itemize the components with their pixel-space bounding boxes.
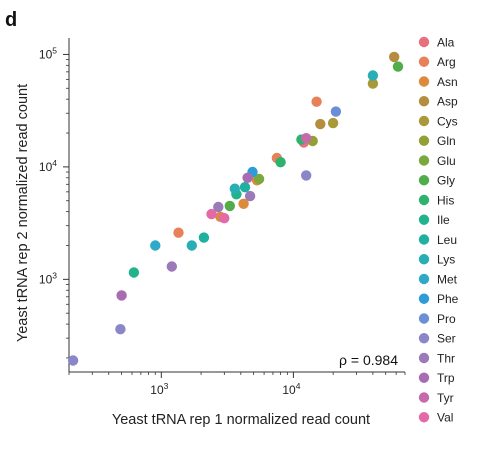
- legend-marker-val: [418, 412, 430, 423]
- point-val: [206, 208, 217, 220]
- legend-marker-ser: [418, 333, 430, 344]
- legend-marker-leu: [418, 234, 430, 245]
- legend-marker-tyr: [418, 392, 430, 403]
- legend-marker-pro: [418, 313, 430, 324]
- legend-marker-asn: [418, 76, 430, 87]
- legend-label-pro: Pro: [437, 312, 456, 326]
- legend-label-val: Val: [437, 411, 453, 425]
- point-pro: [330, 106, 342, 117]
- legend-label-trp: Trp: [437, 371, 455, 385]
- legend-label-asp: Asp: [437, 95, 458, 109]
- y-tick-label: 104: [39, 158, 57, 174]
- point-lys: [229, 183, 240, 194]
- legend-label-phe: Phe: [437, 292, 459, 306]
- legend-marker-lys: [418, 254, 430, 265]
- point-arg: [311, 96, 322, 107]
- point-glu: [253, 173, 265, 185]
- point-thr: [244, 190, 256, 202]
- legend-label-ala: Ala: [437, 35, 455, 49]
- legend-label-met: Met: [437, 272, 458, 286]
- data-points: [67, 51, 404, 366]
- point-leu: [198, 232, 210, 243]
- point-met: [150, 240, 161, 251]
- point-thr: [166, 261, 177, 272]
- x-axis-label: Yeast tRNA rep 1 normalized read count: [112, 412, 370, 428]
- legend-label-lys: Lys: [437, 253, 455, 267]
- point-asp: [315, 118, 326, 130]
- point-ser: [301, 170, 312, 181]
- legend-marker-asp: [418, 96, 430, 107]
- point-cys: [367, 78, 379, 89]
- point-lys: [186, 240, 197, 251]
- legend-marker-thr: [418, 352, 430, 364]
- legend-marker-trp: [418, 372, 430, 383]
- point-asp: [389, 51, 400, 63]
- legend-marker-phe: [418, 293, 430, 304]
- legend-marker-glu: [418, 155, 430, 166]
- point-trp: [116, 290, 127, 301]
- legend-label-asn: Asn: [437, 75, 458, 89]
- point-val: [219, 213, 230, 224]
- point-arg: [173, 227, 184, 238]
- legend-marker-ala: [418, 36, 430, 48]
- y-tick-label: 105: [39, 45, 57, 61]
- legend-label-thr: Thr: [437, 351, 455, 365]
- legend-marker-cys: [418, 115, 430, 127]
- point-ser: [67, 355, 79, 366]
- point-leu: [239, 182, 251, 193]
- point-asn: [238, 198, 249, 209]
- point-trp: [242, 172, 253, 183]
- x-tick-label: 103: [150, 381, 168, 397]
- point-ser: [115, 324, 126, 335]
- point-cys: [327, 117, 339, 129]
- legend-marker-ile: [418, 214, 430, 225]
- point-ile: [128, 267, 140, 278]
- legend-label-ile: Ile: [437, 213, 450, 227]
- correlation-annotation: ρ = 0.984: [339, 352, 398, 368]
- point-gly: [224, 200, 235, 212]
- point-his: [275, 157, 286, 168]
- panel-label: d: [5, 9, 17, 31]
- point-gly: [392, 61, 404, 72]
- legend-marker-gly: [418, 175, 430, 186]
- y-tick-label: 103: [39, 270, 57, 286]
- legend-label-glu: Glu: [437, 154, 456, 168]
- point-thr: [213, 201, 224, 213]
- legend-marker-met: [418, 273, 430, 285]
- plot-axes: 103 104 103 104 105: [39, 38, 406, 397]
- y-axis-label: Yeast tRNA rep 2 normalized read count: [15, 84, 31, 342]
- point-tyr: [301, 133, 312, 144]
- legend-label-tyr: Tyr: [437, 391, 454, 405]
- x-tick-label: 104: [282, 381, 300, 397]
- legend: Ala Arg Asn Asp Cys Gln Glu Gly His Ile Leu Lys Met P…: [418, 35, 459, 425]
- point-lys: [367, 70, 379, 81]
- legend-label-his: His: [437, 193, 454, 207]
- legend-label-arg: Arg: [437, 55, 456, 69]
- legend-label-gly: Gly: [437, 174, 455, 188]
- legend-label-gln: Gln: [437, 134, 456, 148]
- legend-marker-gln: [418, 135, 430, 146]
- legend-label-ser: Ser: [437, 332, 456, 346]
- legend-marker-arg: [418, 56, 430, 67]
- legend-label-cys: Cys: [437, 114, 458, 128]
- legend-label-leu: Leu: [437, 233, 457, 247]
- legend-marker-his: [418, 194, 430, 206]
